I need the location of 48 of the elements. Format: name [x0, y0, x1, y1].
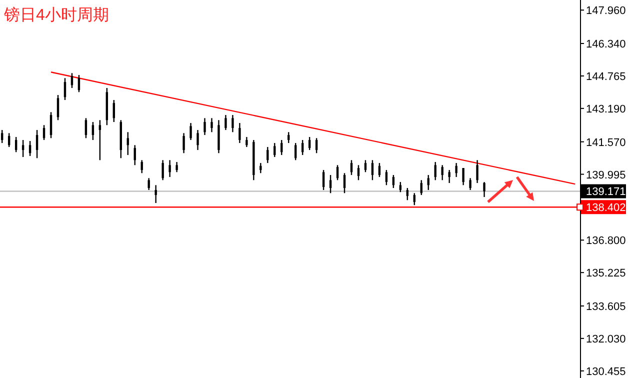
candlestick — [84, 118, 88, 138]
ref-label: 138.402 — [576, 200, 626, 214]
candlestick — [204, 118, 206, 135]
candlestick — [252, 140, 255, 180]
candlestick — [154, 185, 157, 204]
candlestick — [162, 160, 164, 180]
candlestick — [64, 78, 66, 100]
candlestick — [218, 120, 220, 154]
candlestick — [176, 162, 178, 172]
candlestick — [455, 163, 458, 178]
candlestick — [50, 112, 52, 138]
candlestick — [448, 170, 450, 184]
candlestick — [246, 137, 248, 147]
candlestick — [120, 120, 122, 158]
ref-line-label: 139.171 — [586, 186, 626, 198]
y-tick-label: 143.190 — [586, 103, 626, 116]
y-tick-label: 133.605 — [586, 300, 626, 313]
candlestick — [106, 88, 108, 126]
y-tick-label: 147.960 — [586, 5, 626, 18]
candlestick — [294, 143, 297, 160]
candlestick — [238, 123, 241, 144]
y-tick-label: 139.995 — [586, 169, 626, 182]
y-tick-label: 141.570 — [586, 136, 626, 149]
candlestick — [210, 118, 213, 132]
ref-line-label: 138.402 — [586, 202, 626, 214]
y-tick-label: 146.340 — [586, 38, 626, 50]
y-tick-label: 136.800 — [586, 235, 626, 248]
y-tick-label: 135.225 — [586, 268, 626, 280]
candlestick — [190, 123, 192, 140]
candlestick — [260, 163, 262, 174]
ref-label: 139.171 — [581, 184, 626, 198]
y-tick-label: 130.455 — [586, 366, 626, 378]
candlestick — [196, 130, 199, 150]
candlestick — [441, 165, 444, 180]
candlestick — [168, 160, 171, 178]
chart-title: 镑日4小时周期 — [3, 6, 109, 24]
candlestick — [434, 162, 436, 180]
candlestick — [469, 178, 472, 190]
y-tick-label: 144.765 — [586, 70, 626, 83]
candlestick — [232, 115, 234, 132]
candlestick — [224, 115, 227, 130]
candlestick — [483, 182, 486, 198]
candlestick — [182, 133, 185, 154]
candlestick — [322, 170, 325, 190]
candlestick — [462, 168, 464, 186]
candlestick — [148, 178, 150, 190]
y-tick-label: 132.030 — [586, 333, 626, 346]
candlestick — [476, 160, 478, 184]
